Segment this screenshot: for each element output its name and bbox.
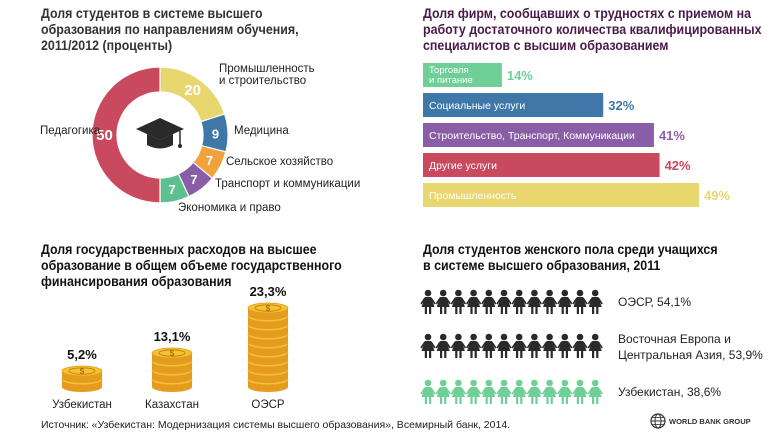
firms-bar-label-1: Социальные услуги <box>429 100 525 112</box>
female-figure-icon <box>572 333 588 358</box>
firms-bar-value-4: 49% <box>704 188 730 203</box>
donut-value-label-5: 50 <box>96 127 113 144</box>
female-figure-icon <box>481 289 497 314</box>
female-figure-icon <box>541 333 558 358</box>
svg-text:$: $ <box>266 304 271 313</box>
spending-value-label-0: 5,2% <box>67 347 97 362</box>
female-figure-icon <box>511 333 527 358</box>
svg-text:$: $ <box>80 367 85 376</box>
female-figure-icon <box>465 289 482 314</box>
female-figure-icon <box>420 289 436 314</box>
female-figure-icon <box>572 289 588 314</box>
spending-category-label-0: Узбекистан <box>52 399 112 411</box>
graduation-cap-icon <box>136 118 184 149</box>
female-figure-icon <box>541 379 558 404</box>
female-row-2: Узбекистан, 38,6% <box>420 379 721 404</box>
donut-category-label-5: Педагогика <box>40 125 101 137</box>
female-figure-icon <box>450 333 467 358</box>
spending-title: Доля государственных расходов на высшее … <box>41 242 342 289</box>
female-figure-icon <box>450 289 467 314</box>
female-figure-icon <box>496 289 512 314</box>
female-pictogram: ОЭСР, 54,1% Восточная Европа и Центральная… <box>420 289 763 404</box>
female-figure-icon <box>511 289 527 314</box>
firms-bar-0 <box>423 63 502 87</box>
coin-stack-0: $ <box>61 365 103 392</box>
firms-bar-1 <box>423 93 604 117</box>
source-note: Источник: «Узбекистан: Модернизация сист… <box>41 419 511 431</box>
firms-bar-label-0-1: и питание <box>429 75 473 86</box>
firms-bar-value-2: 41% <box>659 128 685 143</box>
firms-bar-label-3: Другие услуги <box>429 160 497 172</box>
firms-bar-value-3: 42% <box>665 158 691 173</box>
female-figure-icon <box>557 289 573 314</box>
female-figure-icon <box>450 379 467 404</box>
female-row-1: Восточная Европа и Центральная Азия, 53,9… <box>420 332 763 362</box>
spending-coin-chart: $5,2% Узбекистан $13,1% Казахстан $23,3% ОЭСР <box>52 284 289 411</box>
female-row-0: ОЭСР, 54,1% <box>420 289 691 314</box>
female-figure-icon <box>420 379 436 404</box>
spending-value-label-1: 13,1% <box>154 329 191 344</box>
female-figure-icon <box>511 379 527 404</box>
firms-bar-4 <box>423 183 699 207</box>
donut-category-label-4: Экономика и право <box>178 202 281 214</box>
firms-title: Доля фирм, сообщавших о трудностях с при… <box>423 6 762 53</box>
donut-value-label-3: 7 <box>190 172 197 187</box>
donut-category-label-1: Медицина <box>234 125 289 137</box>
firms-bar-label-0: Торговля <box>429 65 469 76</box>
spending-value-label-2: 23,3% <box>250 284 287 299</box>
svg-text:$: $ <box>170 349 175 358</box>
firms-bar-2 <box>423 123 654 147</box>
spending-category-label-1: Казахстан <box>145 399 199 411</box>
female-figure-icon <box>465 333 482 358</box>
firms-bar-value-0: 14% <box>507 68 533 83</box>
firms-bar-3 <box>423 153 660 177</box>
spending-category-label-2: ОЭСР <box>251 399 285 411</box>
donut-category-label-0: Промышленность <box>219 63 315 75</box>
female-figure-icon <box>526 379 543 404</box>
donut-value-label-2: 7 <box>206 153 213 168</box>
female-figure-icon <box>420 333 436 358</box>
female-figure-icon <box>541 289 558 314</box>
female-figure-icon <box>557 333 573 358</box>
female-figure-icon <box>465 379 482 404</box>
female-title: Доля студентов женского пола среди учащи… <box>423 242 718 273</box>
world-bank-logo: WORLD BANK GROUP <box>650 413 751 429</box>
female-row-label-1: Восточная Европа и <box>618 332 731 346</box>
female-figure-icon <box>587 379 603 404</box>
female-figure-icon <box>496 379 512 404</box>
firms-bar-label-4: Промышленность <box>429 190 517 202</box>
female-figure-icon <box>435 379 451 404</box>
female-row-label-0: ОЭСР, 54,1% <box>618 295 691 309</box>
female-figure-icon <box>526 333 543 358</box>
firms-bar-value-1: 32% <box>608 98 634 113</box>
female-figure-icon <box>587 289 603 314</box>
female-figure-icon <box>481 333 497 358</box>
female-figure-icon <box>481 379 497 404</box>
donut-title: Доля студентов в системе высшего образов… <box>41 6 299 53</box>
donut-slice-5 <box>91 66 161 204</box>
female-row-label-2: Узбекистан, 38,6% <box>618 385 721 399</box>
female-figure-icon <box>435 289 451 314</box>
coin-stack-1: $ <box>151 347 193 392</box>
donut-value-label-1: 9 <box>212 126 219 141</box>
donut-value-label-4: 7 <box>168 182 175 197</box>
female-figure-icon <box>526 289 543 314</box>
donut-category-label-0-1: и строительство <box>219 75 306 87</box>
female-figure-icon <box>557 379 573 404</box>
coin-stack-2: $ <box>247 302 289 392</box>
globe-icon <box>650 413 666 429</box>
firms-bar-label-2: Строительство, Транспорт, Коммуникации <box>429 130 635 142</box>
donut-category-label-2: Сельское хозяйство <box>226 156 333 168</box>
world-bank-logo-text: WORLD BANK GROUP <box>669 416 751 426</box>
female-figure-icon <box>572 379 588 404</box>
female-figure-icon <box>587 333 603 358</box>
female-figure-icon <box>496 333 512 358</box>
female-row-label-1-1: Центральная Азия, 53,9% <box>618 348 763 362</box>
female-figure-icon <box>435 333 451 358</box>
donut-value-label-0: 20 <box>184 82 201 99</box>
donut-category-label-3: Транспорт и коммуникации <box>215 178 360 190</box>
